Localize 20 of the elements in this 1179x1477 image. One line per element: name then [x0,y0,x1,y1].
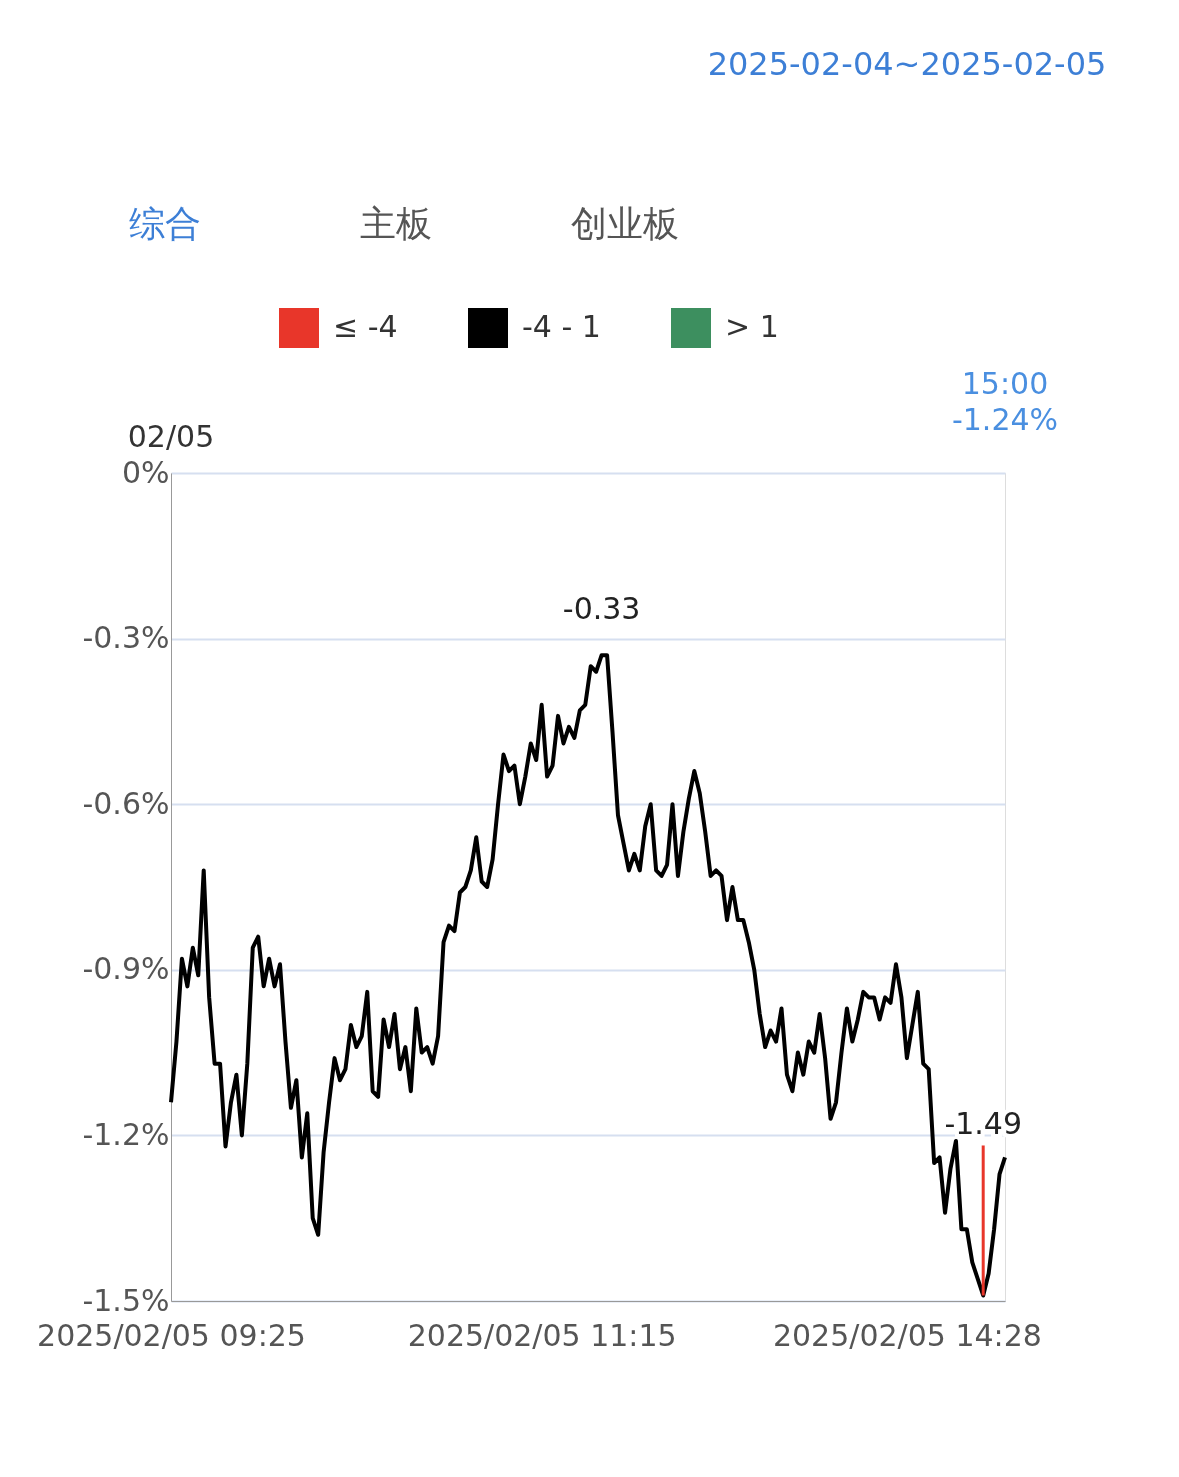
text: 15:00 -1.24% [951,366,1059,437]
x-tick-label: 2025/02/05 14:28 [772,1317,1042,1353]
y-tick-label: -0.6% [82,785,170,821]
legend-label: -4 - 1 [522,309,601,344]
y-tick-label: 0% [121,454,170,490]
y-tick-label: -0.9% [82,951,170,987]
legend-label: > 1 [725,309,779,344]
y-tick-label: -0.3% [82,620,170,656]
text: 02/05 [127,419,215,454]
text: 2025-02-04~2025-02-05 [707,45,1107,83]
annotation: -0.33 [562,591,641,627]
x-tick-label: 2025/02/05 11:15 [407,1317,677,1353]
x-tick-label: 2025/02/05 09:25 [37,1317,306,1353]
y-tick-label: -1.5% [82,1282,170,1318]
text: 主板 [360,203,432,244]
legend-label: ≤ -4 [333,309,398,344]
text: 综合 [129,203,201,244]
text: 创业板 [571,203,679,244]
y-tick-label: -1.2% [82,1116,170,1152]
annotation: -1.49 [944,1106,1023,1142]
